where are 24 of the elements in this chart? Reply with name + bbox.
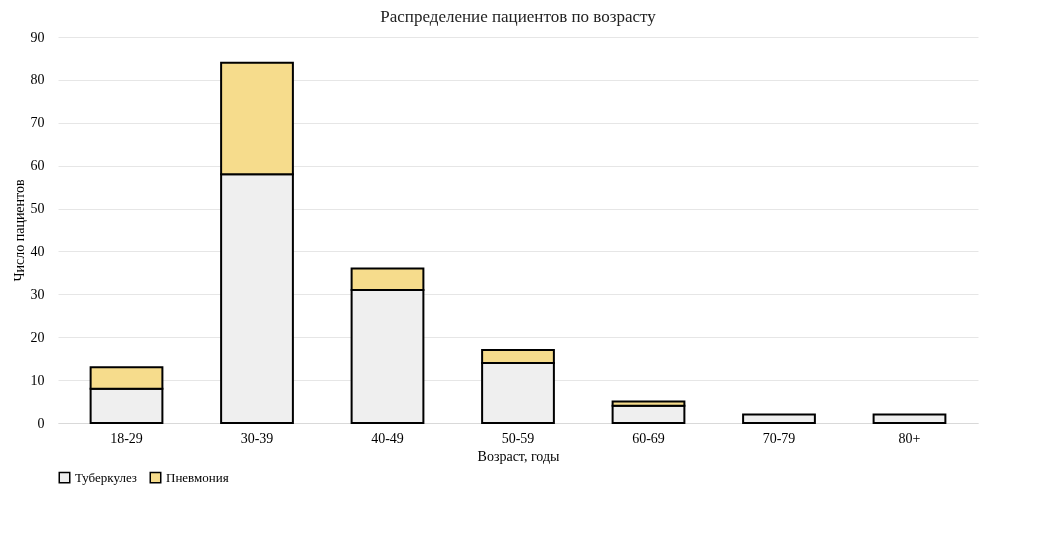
- y-tick-label: 80: [30, 72, 45, 88]
- x-tick-label: 18-29: [110, 430, 143, 446]
- y-tick-label: 90: [30, 29, 45, 45]
- chart-title: Распределение пациентов по возрасту: [380, 7, 657, 26]
- y-tick-label: 10: [30, 372, 45, 388]
- x-tick-label: 40-49: [371, 430, 404, 446]
- y-tick-label: 30: [30, 286, 45, 302]
- x-tick-label: 30-39: [240, 430, 274, 446]
- x-tick-label: 60-69: [632, 430, 665, 446]
- x-tick-label: 80+: [898, 430, 921, 446]
- y-tick-label: 20: [30, 329, 45, 345]
- y-tick-label: 50: [30, 201, 45, 217]
- bar: [872, 413, 947, 424]
- legend-label: Туберкулез: [75, 469, 137, 485]
- bar: [742, 413, 816, 424]
- x-axis-title: Возраст, годы: [477, 448, 561, 464]
- x-tick-label: 50-59: [501, 430, 535, 446]
- x-tick-label: 70-79: [762, 430, 796, 446]
- y-tick-label: 60: [30, 158, 45, 174]
- y-axis-title: Число пациентов: [11, 179, 27, 282]
- legend-label: Пневмония: [166, 469, 229, 485]
- y-tick-label: 0: [37, 415, 45, 431]
- y-tick-label: 70: [30, 115, 45, 131]
- y-tick-label: 40: [30, 243, 45, 259]
